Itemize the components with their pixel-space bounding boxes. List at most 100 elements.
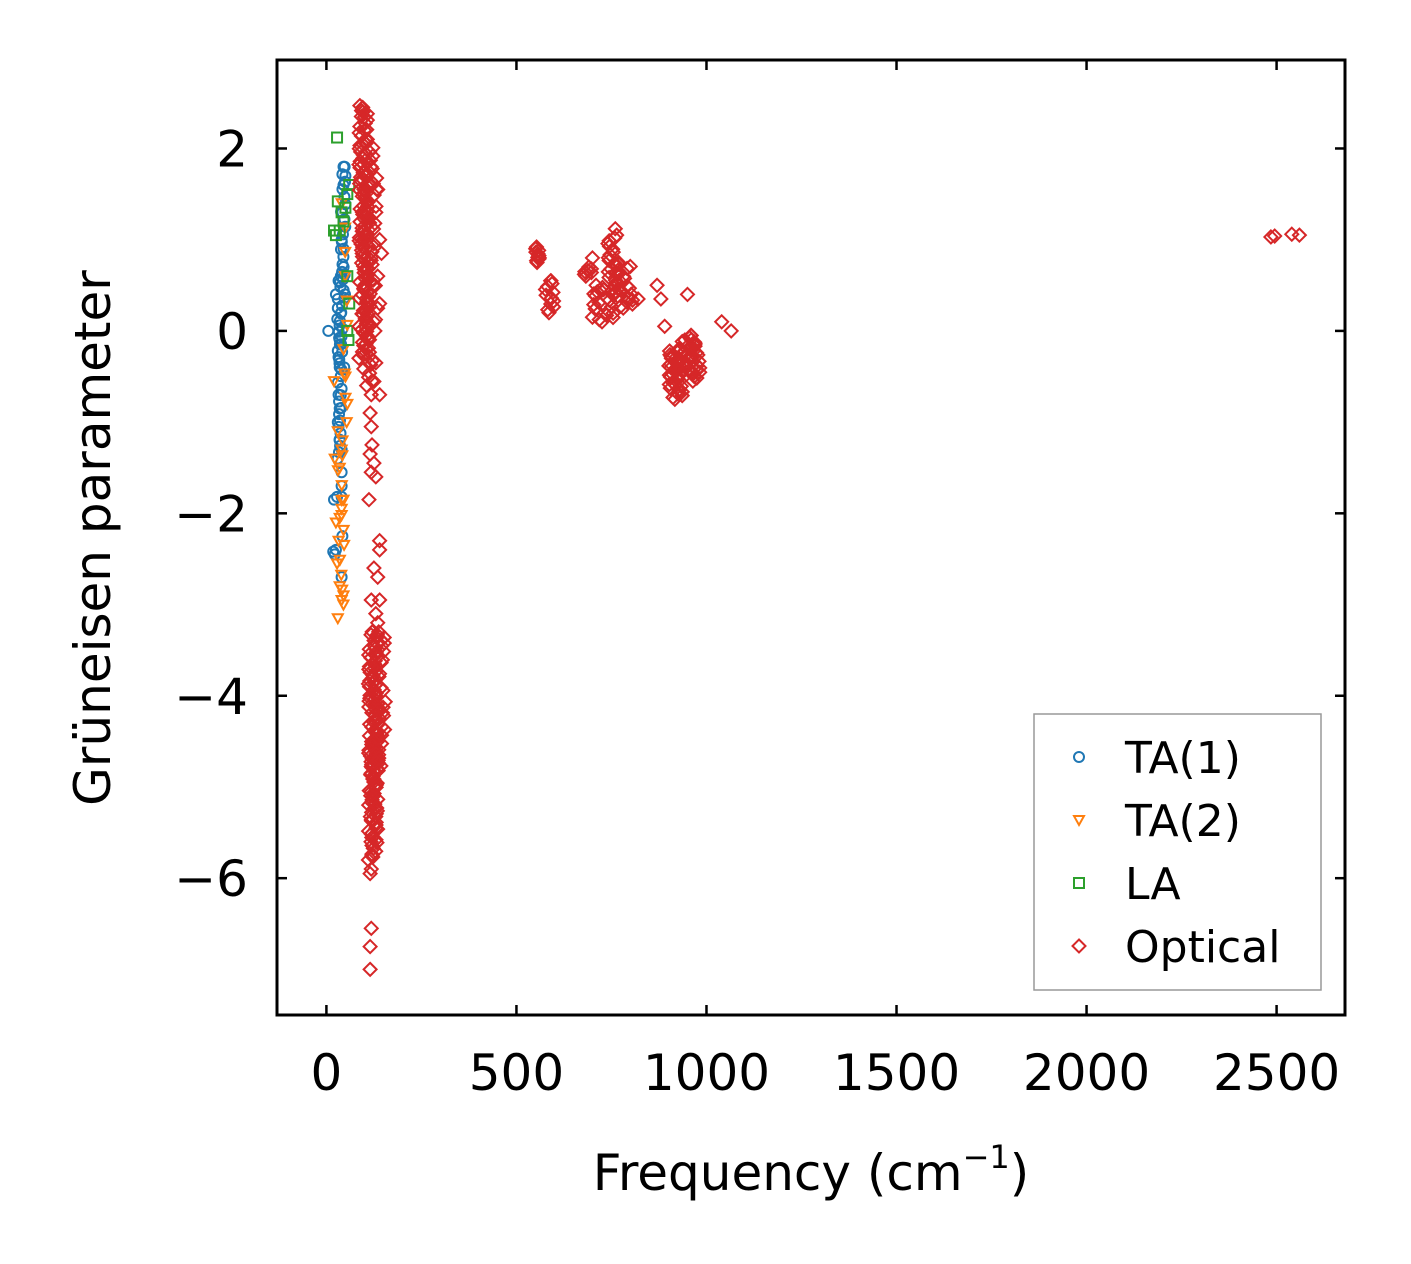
series-la bbox=[328, 131, 356, 347]
data-point bbox=[334, 569, 348, 582]
data-point bbox=[367, 640, 384, 657]
x-tick-label: 2000 bbox=[1023, 1044, 1150, 1102]
data-point bbox=[371, 541, 388, 558]
legend-box bbox=[1033, 713, 1322, 991]
data-point bbox=[339, 201, 352, 214]
data-point bbox=[336, 599, 351, 612]
data-point bbox=[336, 345, 349, 358]
data-point bbox=[366, 696, 383, 713]
data-point bbox=[337, 215, 350, 228]
data-point bbox=[362, 317, 379, 334]
data-point bbox=[343, 297, 356, 310]
data-point bbox=[336, 524, 351, 537]
data-point bbox=[363, 158, 380, 175]
x-axis-label-exponent: −1 bbox=[963, 1138, 1010, 1176]
data-point bbox=[335, 584, 349, 597]
data-point bbox=[331, 613, 345, 626]
data-point bbox=[368, 181, 385, 198]
data-point bbox=[370, 741, 387, 758]
data-point bbox=[1266, 228, 1283, 244]
data-point bbox=[366, 796, 383, 812]
data-point bbox=[335, 495, 349, 508]
data-point bbox=[331, 465, 345, 478]
data-point bbox=[608, 284, 625, 301]
data-point bbox=[600, 303, 617, 319]
data-point bbox=[334, 280, 347, 293]
data-point bbox=[356, 281, 373, 298]
data-point bbox=[362, 938, 379, 955]
data-point bbox=[358, 377, 375, 394]
data-point bbox=[356, 181, 372, 198]
data-point bbox=[365, 272, 382, 288]
data-point bbox=[359, 232, 375, 249]
data-point bbox=[363, 783, 380, 800]
data-point bbox=[369, 569, 386, 586]
data-point bbox=[335, 435, 350, 448]
data-point bbox=[652, 291, 669, 307]
data-point bbox=[360, 289, 377, 305]
data-point bbox=[337, 539, 351, 552]
x-tick-label: 1000 bbox=[643, 1044, 770, 1102]
data-point bbox=[331, 426, 345, 439]
data-point bbox=[333, 414, 346, 427]
data-point bbox=[1262, 229, 1279, 245]
data-point bbox=[580, 259, 597, 275]
data-point bbox=[368, 170, 385, 186]
data-point bbox=[360, 852, 377, 868]
data-point bbox=[610, 254, 627, 271]
data-point bbox=[341, 270, 354, 283]
x-tick-label: 0 bbox=[311, 1044, 343, 1102]
data-point bbox=[327, 376, 341, 389]
data-point bbox=[363, 804, 380, 821]
x-tick-label: 2500 bbox=[1213, 1044, 1340, 1102]
data-point bbox=[545, 284, 561, 301]
data-points-layer bbox=[322, 97, 1308, 978]
data-point bbox=[363, 920, 380, 937]
data-point bbox=[723, 322, 740, 339]
data-point bbox=[611, 256, 627, 273]
data-point bbox=[688, 344, 705, 361]
data-point bbox=[360, 255, 377, 271]
data-point bbox=[367, 605, 384, 622]
data-point bbox=[528, 239, 545, 255]
axes-frame bbox=[275, 58, 1347, 1017]
data-point bbox=[335, 450, 350, 463]
data-point bbox=[364, 846, 380, 863]
data-point bbox=[543, 272, 559, 289]
y-axis-label: Grüneisen parameter bbox=[64, 270, 122, 806]
data-point bbox=[329, 517, 343, 530]
data-point bbox=[363, 243, 380, 260]
legend-marker-optical bbox=[1071, 938, 1087, 954]
data-point bbox=[364, 825, 380, 842]
data-point bbox=[669, 371, 686, 388]
data-point bbox=[607, 220, 624, 237]
data-point bbox=[374, 704, 391, 721]
data-point bbox=[713, 313, 730, 330]
data-point bbox=[362, 961, 379, 978]
data-point bbox=[366, 455, 382, 472]
legend-label: Optical bbox=[1125, 922, 1280, 973]
x-tick-label: 1500 bbox=[833, 1044, 960, 1102]
data-point bbox=[335, 480, 349, 493]
data-point bbox=[362, 865, 379, 882]
data-point bbox=[339, 417, 354, 430]
tick-labels-layer: 0 500 1000 1500 2000 2500 2 0 −2 −4 −6 bbox=[174, 120, 1340, 1102]
data-point bbox=[363, 418, 380, 435]
data-point bbox=[371, 532, 388, 549]
data-point bbox=[334, 389, 347, 402]
data-point bbox=[361, 491, 377, 508]
data-point bbox=[358, 319, 374, 336]
data-point bbox=[337, 160, 350, 173]
data-point bbox=[539, 278, 556, 295]
y-tick-label: 2 bbox=[216, 120, 248, 178]
x-axis-label: Frequency (cm−1) bbox=[593, 1138, 1030, 1202]
data-point bbox=[334, 307, 347, 320]
data-point bbox=[362, 766, 379, 783]
data-point bbox=[336, 258, 349, 271]
data-point bbox=[608, 227, 625, 244]
data-point bbox=[683, 327, 699, 344]
data-point bbox=[333, 554, 347, 567]
plot-area bbox=[322, 97, 1308, 978]
data-point bbox=[364, 437, 380, 453]
